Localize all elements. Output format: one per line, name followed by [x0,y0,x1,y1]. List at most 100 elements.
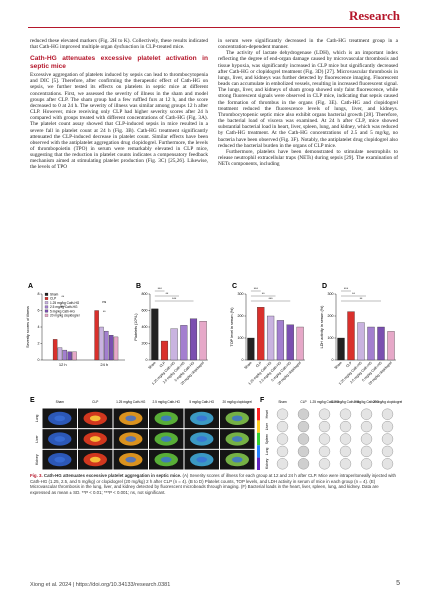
column-label: Sham [278,400,287,404]
y-tick-label: 6 [38,309,40,313]
column-label: 1.25 mg/kg Cath-HG [116,400,146,404]
significance: ** [262,292,265,296]
agar-plate [318,445,331,458]
significance: ** [166,292,169,296]
significance: *** [172,297,177,301]
page-number: 5 [396,580,400,587]
footer-citation: Xiong et al. 2024 | https://doi.org/10.3… [30,582,171,588]
agar-plate [276,408,289,420]
column-label: 5 mg/kg Cath-HG [354,400,379,404]
bar [151,308,159,361]
bar [62,349,68,361]
organ-core [125,456,137,463]
significance: ** [103,310,106,314]
y-axis-label: Platelets (10⁹/L) [134,313,138,341]
x-tick-label: CLP [255,360,263,368]
agar-plate [276,433,289,445]
organ-core [196,456,208,463]
caption-title: Cath-HG attenuates excessive platelet ag… [43,473,182,478]
y-tick-label: 300 [238,292,244,296]
paragraph: Excessive aggregation of platelets induc… [30,72,208,171]
organ-core [231,436,243,442]
section-heading: Cath-HG attenuates excessive platelet ac… [30,55,208,70]
organ-core [196,415,208,422]
agar-plate [297,458,310,470]
organ-core [89,415,101,422]
organ-core [196,436,208,442]
legend-label: 5 mg/kg Cath-HG [50,309,75,313]
x-tick-label: Sham [334,361,343,370]
y-tick-label: 0 [38,358,40,362]
panel-label: B [136,283,141,290]
column-label: 20 mg/kg clopidogrel [373,400,403,404]
bar [72,351,77,361]
agar-plate [318,408,331,420]
legend-swatch [44,305,49,309]
significance: *** [268,297,273,301]
bar [286,324,294,361]
color-scale [257,457,260,470]
y-tick-label: 4 [38,325,40,329]
organ-core [160,415,172,422]
panel-label: D [322,283,327,290]
column-label: 1.25 mg/kg Cath-HG [310,400,340,404]
significance: *** [344,287,349,291]
panel-label: C [232,283,237,290]
y-tick-label: 600 [142,309,148,313]
y-tick-label: 100 [238,336,244,340]
legend-label: 2.5 mg/kg Cath-HG [50,305,78,309]
column-label: 2.5 mg/kg Cath-HG [332,400,360,404]
row-label: Heart [265,410,269,418]
row-label: Liver [265,422,269,430]
y-tick-label: 200 [142,342,148,346]
bar [387,331,395,361]
agar-plate [276,420,289,433]
bar [189,318,198,361]
row-label: Kidney [35,454,39,465]
agar-plate [339,420,352,433]
panel-label: A [28,283,33,290]
legend-label: Sham [50,293,59,297]
bar [180,325,188,361]
agar-plate [318,433,331,445]
agar-plate [381,420,394,433]
agar-plate [276,445,289,458]
y-tick-label: 0 [242,358,244,362]
agar-plate [381,408,394,420]
agar-plate [360,445,373,458]
organ-core [89,456,101,463]
significance: ** [352,292,355,296]
bar [347,311,355,361]
y-tick-label: 200 [328,314,334,318]
agar-plate [381,445,394,458]
organ-core [160,456,172,463]
figure-caption: Fig. 3. Cath-HG attenuates excessive pla… [30,473,398,495]
x-tick-label: Sham [244,361,253,370]
y-tick-label: 200 [238,314,244,318]
paragraph: reduced these elevated markers (Fig. 2H … [30,38,208,51]
bar [108,335,114,361]
agar-plate [339,458,352,470]
organ-core [125,415,137,422]
panel-label: F [260,397,265,404]
left-column: reduced these elevated markers (Fig. 2H … [30,38,208,276]
legend-label: 20 mg/kg clopidogrel [50,314,80,318]
agar-plate [297,420,310,433]
bar [99,326,104,361]
row-label: Lung [265,448,269,456]
paragraph: The activity of lactate dehydrogenase (L… [218,50,398,149]
organ-core [125,436,137,442]
bar [57,347,63,361]
organ-core [54,456,66,463]
y-tick-label: 300 [328,292,334,296]
agar-plate [339,433,352,445]
color-scale [257,408,260,421]
color-scale [257,445,260,458]
right-column: in serum were significantly decreased in… [218,38,398,276]
significance: *** [158,287,163,291]
legend-label: 1.25 mg/kg Cath-HG [50,301,80,305]
bar [257,307,265,361]
bar [337,337,345,361]
